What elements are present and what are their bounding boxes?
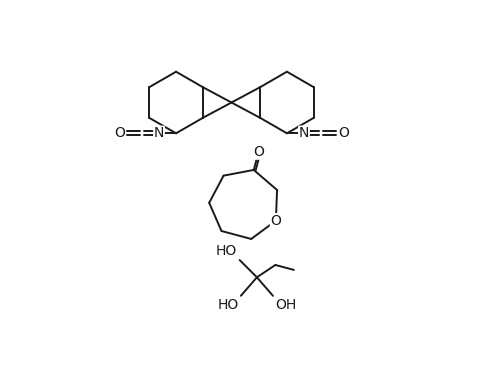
Text: O: O (114, 126, 125, 140)
Text: O: O (253, 145, 264, 159)
Text: HO: HO (216, 244, 237, 258)
Text: HO: HO (217, 298, 239, 312)
Text: O: O (270, 214, 281, 228)
Text: O: O (338, 126, 349, 140)
Text: N: N (154, 126, 164, 140)
Text: N: N (299, 126, 309, 140)
Text: OH: OH (275, 298, 297, 312)
